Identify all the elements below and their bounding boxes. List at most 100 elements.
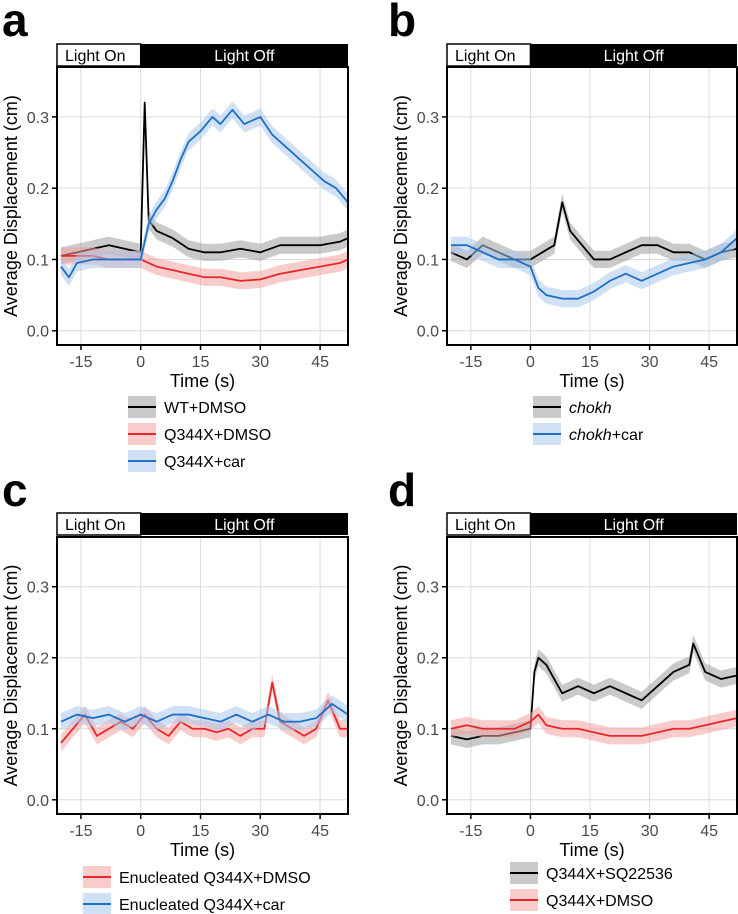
x-tick-label: -15 <box>69 354 92 371</box>
x-tick-label: 15 <box>581 354 599 371</box>
y-tick-label: 0.1 <box>417 252 439 269</box>
y-tick-label: 0.3 <box>27 110 49 127</box>
y-tick-label: 0.2 <box>417 181 439 198</box>
light-off-box <box>530 513 737 535</box>
light-off-label: Light Off <box>214 517 275 534</box>
x-tick-label: 30 <box>251 354 269 371</box>
y-tick-label: 0.0 <box>27 793 49 810</box>
x-tick-label: -15 <box>459 354 482 371</box>
light-on-label: Light On <box>65 48 125 65</box>
x-tick-label: 30 <box>251 823 269 840</box>
plot-frame <box>56 536 349 815</box>
x-tick-label: 30 <box>641 823 659 840</box>
x-axis-label: Time (s) <box>170 840 235 860</box>
x-tick-label: 45 <box>700 354 718 371</box>
panel-b: b Light On Light Off 0.0 0.1 0.2 0.3 -15 0 15 30 45… <box>388 0 738 445</box>
y-tick-label: 0.0 <box>417 793 439 810</box>
x-axis-label: Time (s) <box>559 840 624 860</box>
light-off-label: Light Off <box>604 517 665 534</box>
y-axis-label: Average Displacement (cm) <box>391 565 411 787</box>
legend-label: chokh+car <box>569 427 644 444</box>
y-tick-label: 0.1 <box>27 252 49 269</box>
panel-c: c Light On Light Off 0.0 0.1 0.2 0.3 -15 0 15 30 45… <box>1 464 349 914</box>
legend-label: Enucleated Q344X+car <box>119 897 286 914</box>
legend-label: WT+DMSO <box>164 400 246 417</box>
series-band <box>450 706 737 745</box>
series-band <box>60 695 349 731</box>
series-line <box>60 681 348 744</box>
x-tick-label: 45 <box>311 823 329 840</box>
x-axis-label: Time (s) <box>170 371 235 391</box>
series-line <box>60 703 349 723</box>
series-line <box>450 713 738 737</box>
x-tick-label: 45 <box>311 354 329 371</box>
y-tick-label: 0.2 <box>27 651 49 668</box>
x-tick-label: 0 <box>526 823 535 840</box>
light-on-label: Light On <box>455 517 515 534</box>
series-band <box>60 101 349 286</box>
legend-label-name: Q344X+DMSO <box>546 893 653 910</box>
series-line <box>60 108 349 279</box>
light-off-label: Light Off <box>604 48 665 65</box>
y-axis-label: Average Displacement (cm) <box>1 95 21 317</box>
panel-letter: c <box>2 464 28 516</box>
series-band <box>450 635 737 748</box>
x-axis-label: Time (s) <box>559 371 624 391</box>
x-tick-label: 15 <box>192 354 210 371</box>
x-tick-label: 0 <box>526 354 535 371</box>
plot-frame <box>446 536 738 815</box>
plot-frame <box>56 66 349 346</box>
legend-label-name: Q344X+DMSO <box>164 427 271 444</box>
x-tick-label: 15 <box>581 823 599 840</box>
legend-label: Q344X+SQ22536 <box>546 866 673 883</box>
light-off-label: Light Off <box>214 48 275 65</box>
y-tick-label: 0.2 <box>27 181 49 198</box>
legend-label-name: WT+DMSO <box>164 400 246 417</box>
y-tick-label: 0.3 <box>27 580 49 597</box>
y-axis-label: Average Displacement (cm) <box>1 565 21 787</box>
x-tick-label: 45 <box>700 823 718 840</box>
legend-label-name: chokh <box>569 427 612 444</box>
legend-label: Q344X+car <box>164 454 246 471</box>
legend-label: chokh <box>569 400 612 417</box>
panel-letter: d <box>388 464 416 516</box>
series-band <box>450 229 737 308</box>
series-band <box>60 674 349 752</box>
legend-label-suffix: +car <box>612 427 644 444</box>
plot-frame <box>446 66 738 346</box>
panel-d: d Light On Light Off 0.0 0.1 0.2 0.3 -15 0 15 30 45… <box>388 464 738 911</box>
y-tick-label: 0.0 <box>27 324 49 341</box>
legend-label-name: chokh <box>569 400 612 417</box>
legend-label-name: Q344X+car <box>164 454 246 471</box>
y-tick-label: 0.1 <box>27 722 49 739</box>
panel-a: a Light On Light Off 0.0 0.1 0.2 0.3 -15 0 15 30 45… <box>1 0 349 472</box>
x-tick-label: 0 <box>136 354 145 371</box>
light-off-box <box>530 44 737 66</box>
light-off-box <box>140 513 348 535</box>
light-on-label: Light On <box>65 517 125 534</box>
y-tick-label: 0.2 <box>417 651 439 668</box>
legend-label: Q344X+DMSO <box>164 427 271 444</box>
series-line <box>450 237 738 300</box>
light-off-box <box>140 44 348 66</box>
legend-label-name: Enucleated Q344X+DMSO <box>119 870 311 887</box>
panel-letter: b <box>388 0 416 46</box>
x-tick-label: -15 <box>69 823 92 840</box>
legend-label: Q344X+DMSO <box>546 893 653 910</box>
y-tick-label: 0.0 <box>417 324 439 341</box>
y-tick-label: 0.3 <box>417 580 439 597</box>
series-line <box>60 101 349 257</box>
x-tick-label: 0 <box>136 823 145 840</box>
light-on-label: Light On <box>455 48 515 65</box>
y-tick-label: 0.1 <box>417 722 439 739</box>
panel-letter: a <box>2 0 28 46</box>
y-tick-label: 0.3 <box>417 110 439 127</box>
x-tick-label: 15 <box>192 823 210 840</box>
legend-label-name: Q344X+SQ22536 <box>546 866 673 883</box>
legend-label-name: Enucleated Q344X+car <box>119 897 286 914</box>
x-tick-label: 30 <box>641 354 659 371</box>
x-tick-label: -15 <box>459 823 482 840</box>
y-axis-label: Average Displacement (cm) <box>391 95 411 317</box>
legend-label: Enucleated Q344X+DMSO <box>119 870 311 887</box>
